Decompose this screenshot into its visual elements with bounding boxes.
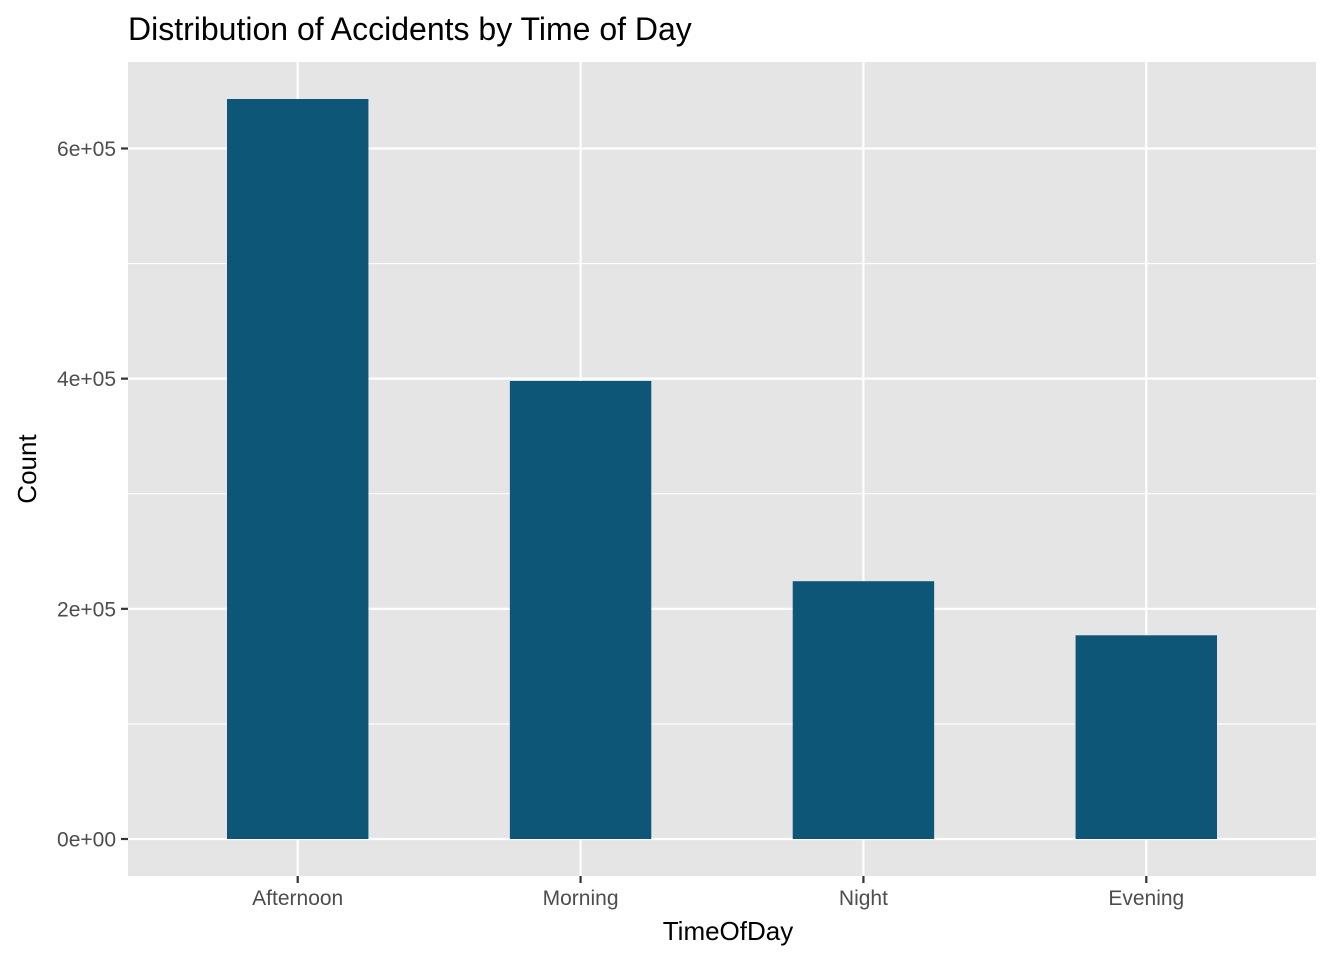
bar-morning (509, 380, 652, 839)
bar-evening (1075, 635, 1217, 839)
y-tick-label: 2e+05 (57, 598, 116, 621)
chart-title: Distribution of Accidents by Time of Day (128, 11, 692, 47)
y-axis-title: Count (12, 434, 42, 504)
y-tick-label: 6e+05 (57, 138, 116, 161)
x-tick-label: Night (839, 887, 888, 910)
x-tick-label: Evening (1108, 887, 1184, 910)
x-axis-title: TimeOfDay (663, 916, 794, 946)
y-axis: 0e+00 2e+05 4e+05 6e+05 (57, 138, 128, 852)
x-axis: Afternoon Morning Night Evening (252, 876, 1184, 910)
x-tick-label: Afternoon (252, 887, 343, 910)
bar-afternoon (227, 99, 369, 839)
y-tick-label: 0e+00 (57, 829, 116, 852)
y-tick-label: 4e+05 (57, 368, 116, 391)
x-tick-label: Morning (543, 887, 619, 910)
bars-group (227, 99, 1217, 839)
bar-night (792, 581, 935, 839)
